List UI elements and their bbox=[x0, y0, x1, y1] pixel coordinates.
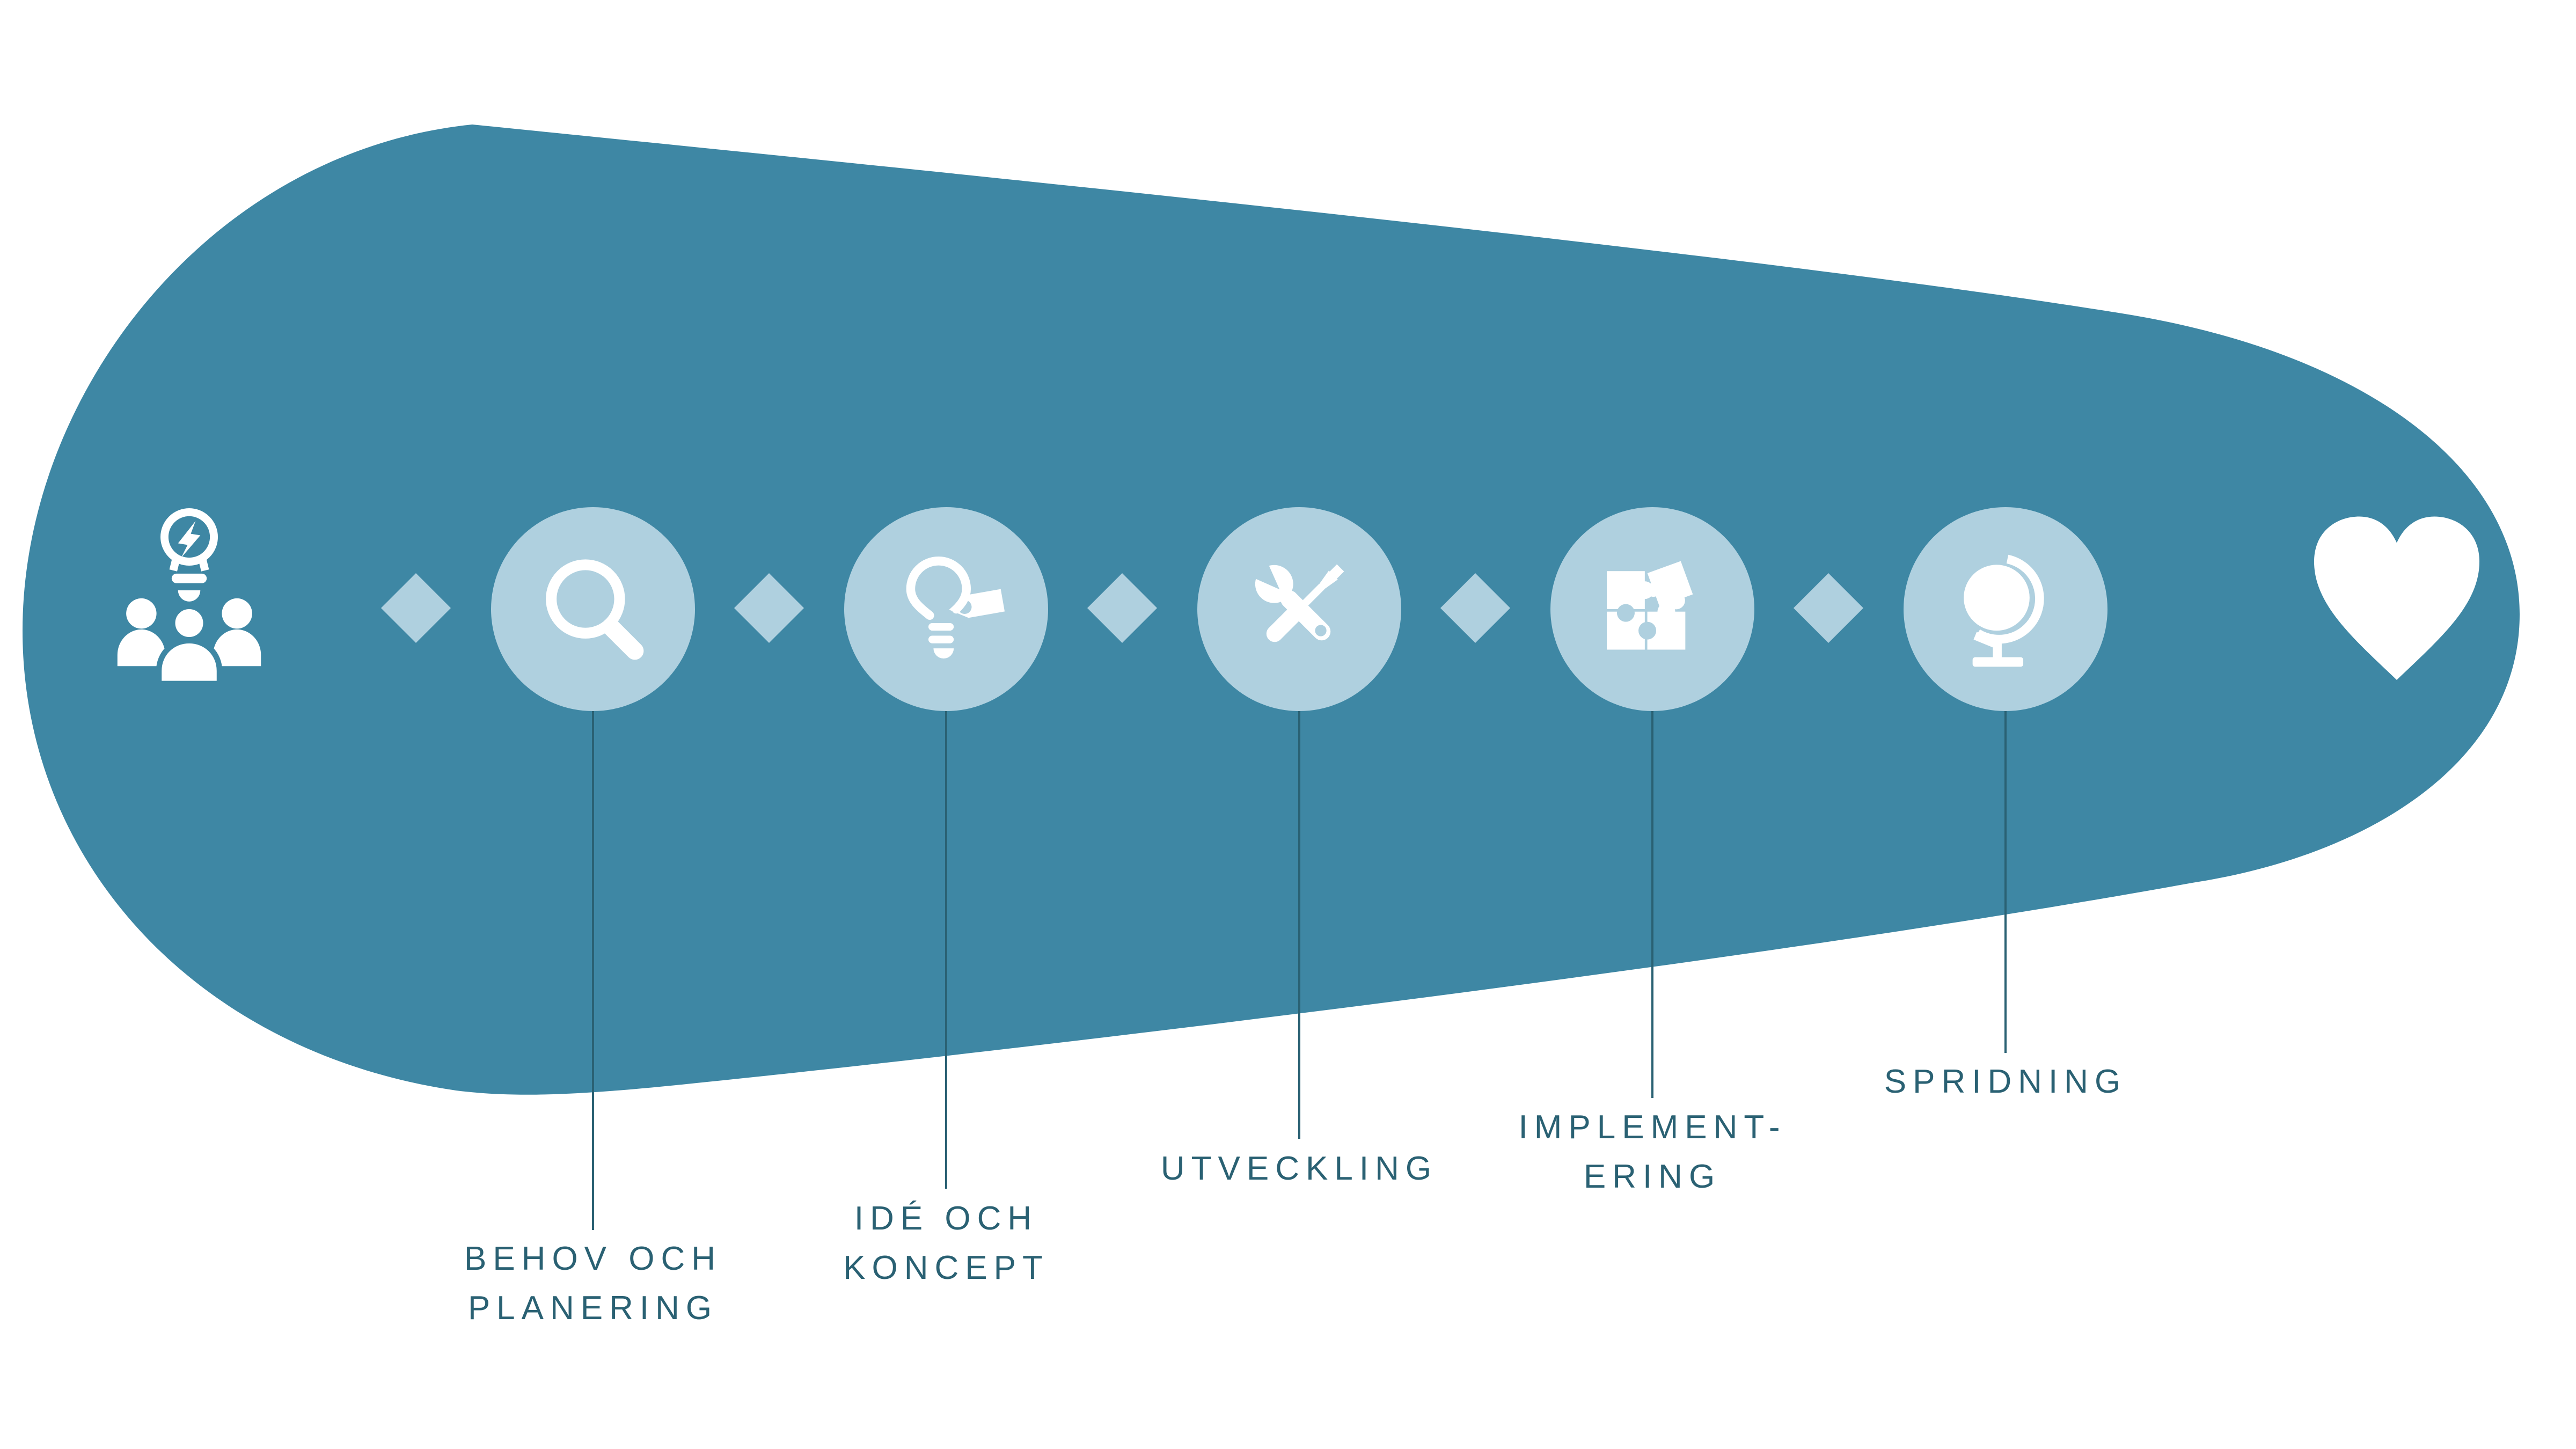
stage-circle-utveckling bbox=[1197, 507, 1401, 711]
stage-label: IDÉ OCH KONCEPT bbox=[705, 1194, 1188, 1293]
magnifier-icon bbox=[546, 559, 644, 660]
stage-label-line: KONCEPT bbox=[843, 1249, 1049, 1286]
stage-label-line: PLANERING bbox=[467, 1290, 719, 1327]
stage-label: SPRIDNING bbox=[1764, 1057, 2247, 1107]
connector-line bbox=[1651, 711, 1653, 1098]
stage-label-line: IDÉ OCH bbox=[854, 1200, 1038, 1237]
lightbulb-tag-icon bbox=[906, 557, 1005, 659]
heart-icon bbox=[2302, 511, 2491, 684]
connector-line bbox=[2004, 711, 2007, 1053]
stage-circle-implementering bbox=[1550, 507, 1754, 711]
stage-label: IMPLEMENT- ERING bbox=[1411, 1103, 1894, 1202]
stage-label-line: BEHOV OCH bbox=[464, 1240, 722, 1277]
stage-label-line: SPRIDNING bbox=[1884, 1063, 2127, 1100]
connector-line bbox=[1298, 711, 1300, 1139]
stage-circle-spridning bbox=[1904, 507, 2107, 711]
stage-label-line: UTVECKLING bbox=[1160, 1150, 1438, 1187]
connector-line bbox=[592, 711, 594, 1230]
stage-label: UTVECKLING bbox=[1058, 1144, 1541, 1194]
stage-circle-ide-och-koncept bbox=[844, 507, 1048, 711]
puzzle-icon bbox=[1607, 561, 1693, 650]
team-idea-icon bbox=[106, 498, 274, 689]
stage-circle-behov-och-planering bbox=[491, 507, 695, 711]
tools-icon bbox=[1247, 557, 1344, 642]
stage-label-line: ERING bbox=[1583, 1158, 1722, 1195]
globe-icon bbox=[1964, 554, 2044, 667]
stage-label-line: IMPLEMENT- bbox=[1518, 1109, 1787, 1146]
stage-label: BEHOV OCH PLANERING bbox=[352, 1234, 835, 1333]
connector-line bbox=[945, 711, 947, 1189]
